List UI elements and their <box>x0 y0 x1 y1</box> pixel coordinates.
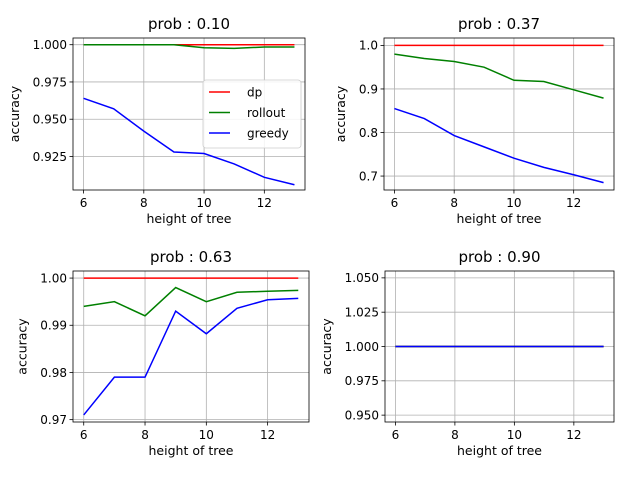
y-tick-label: 0.950 <box>33 113 67 127</box>
y-axis-label: accuracy <box>319 318 334 375</box>
y-axis-label: accuracy <box>7 85 22 142</box>
y-tick-label: 1.00 <box>40 271 67 285</box>
y-tick-label: 0.975 <box>345 374 379 388</box>
series-line-series-2 <box>394 53 604 99</box>
chart-title: prob : 0.37 <box>458 15 540 33</box>
y-tick-label: 0.925 <box>33 150 67 164</box>
y-tick-label: 1.050 <box>345 271 379 285</box>
x-tick-label: 10 <box>199 428 214 442</box>
x-axis-label: height of tree <box>457 443 542 458</box>
y-tick-label: 0.9 <box>359 82 378 96</box>
chart-title: prob : 0.90 <box>458 248 540 266</box>
x-axis-label: height of tree <box>457 211 542 226</box>
y-axis-label: accuracy <box>15 318 30 375</box>
y-tick-label: 0.975 <box>33 75 67 89</box>
y-tick-label: 0.950 <box>345 408 379 422</box>
subplot-2: 6 8 10 12 0.7 0.8 0.9 1.0 prob : 0.37 height of t… <box>333 15 615 226</box>
x-tick-label: 12 <box>257 196 272 210</box>
legend-label-rollout: rollout <box>247 106 286 120</box>
subplot-3: 6 8 10 12 0.97 0.98 0.99 1.00 prob : 0.63 height … <box>15 248 310 458</box>
x-tick-label: 8 <box>451 428 459 442</box>
y-tick-label: 0.8 <box>359 126 378 140</box>
x-tick-label: 10 <box>507 428 522 442</box>
legend-label-greedy: greedy <box>247 126 289 140</box>
series-line-rollout <box>83 43 295 50</box>
series-line-series-3 <box>83 297 299 416</box>
y-tick-label: 0.99 <box>40 319 67 333</box>
y-tick-label: 1.025 <box>345 305 379 319</box>
x-tick-label: 8 <box>450 196 458 210</box>
axes-frame <box>72 37 306 191</box>
x-tick-label: 6 <box>391 196 399 210</box>
x-axis-label: height of tree <box>147 211 232 226</box>
series-line-series-3 <box>394 107 604 184</box>
x-tick-label: 10 <box>196 196 211 210</box>
y-tick-label: 1.0 <box>359 39 378 53</box>
x-tick-label: 12 <box>260 428 275 442</box>
y-tick-label: 0.97 <box>40 413 67 427</box>
x-tick-label: 12 <box>566 428 581 442</box>
x-tick-label: 6 <box>392 428 400 442</box>
x-tick-label: 10 <box>506 196 521 210</box>
legend-box <box>202 79 302 149</box>
x-tick-label: 12 <box>566 196 581 210</box>
legend-label-dp: dp <box>247 85 262 99</box>
series-line-series-2 <box>83 286 299 317</box>
series-line-greedy <box>83 97 295 186</box>
axes-frame <box>383 37 615 191</box>
chart-title: prob : 0.10 <box>148 15 230 33</box>
axes-frame <box>72 270 310 423</box>
y-tick-label: 0.7 <box>359 169 378 183</box>
y-tick-label: 0.98 <box>40 366 67 380</box>
y-tick-label: 1.000 <box>33 38 67 52</box>
x-tick-label: 8 <box>140 196 148 210</box>
x-axis-label: height of tree <box>149 443 234 458</box>
y-tick-label: 1.000 <box>345 340 379 354</box>
x-tick-label: 6 <box>80 196 88 210</box>
y-axis-label: accuracy <box>333 85 348 142</box>
legend: dp rollout greedy <box>202 79 302 149</box>
chart-title: prob : 0.63 <box>150 248 232 266</box>
x-tick-label: 8 <box>141 428 149 442</box>
subplot-1: 6 8 10 12 0.925 0.950 0.975 1.000 prob : 0.10 hei… <box>7 15 306 226</box>
subplot-4: 6 8 10 12 0.950 0.975 1.000 1.025 1.050 prob : 0.… <box>319 248 615 458</box>
x-tick-label: 6 <box>80 428 88 442</box>
